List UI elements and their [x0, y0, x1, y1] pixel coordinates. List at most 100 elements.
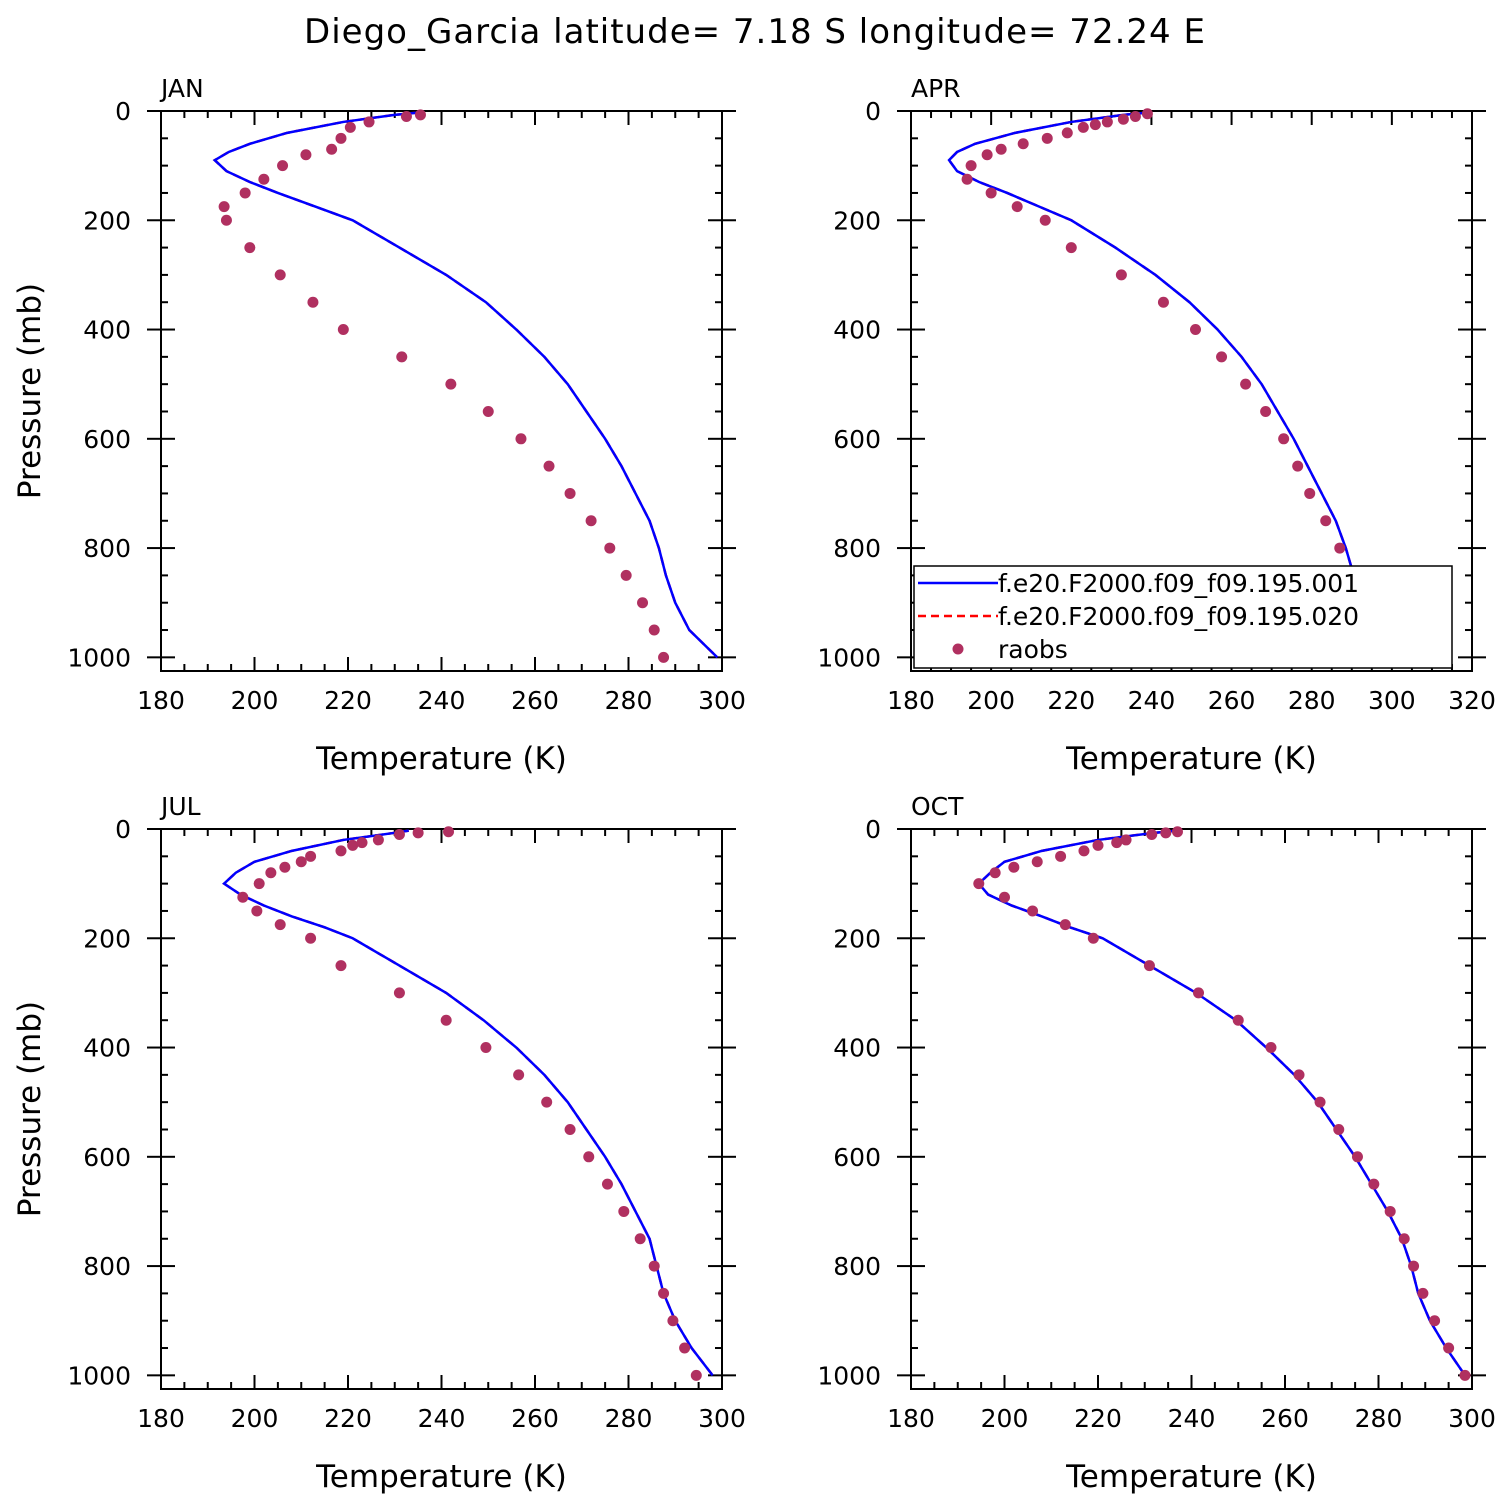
- y-tick-label: 200: [83, 206, 131, 235]
- raobs-point: [1429, 1315, 1441, 1327]
- x-tick-label: 240: [418, 686, 466, 715]
- x-tick-label: 300: [698, 686, 746, 715]
- raobs-point: [1129, 110, 1141, 122]
- raobs-point: [305, 850, 317, 862]
- raobs-point: [1292, 460, 1304, 472]
- x-tick-label: 240: [418, 1404, 466, 1433]
- raobs-point: [1171, 826, 1183, 838]
- y-tick-label: 1000: [817, 643, 881, 672]
- y-tick-label: 800: [83, 534, 131, 563]
- raobs-point: [1260, 405, 1272, 417]
- raobs-point: [440, 1014, 452, 1026]
- raobs-point: [1157, 296, 1169, 308]
- panel-title: JUL: [159, 792, 201, 821]
- raobs-point: [251, 905, 263, 917]
- raobs-point: [1101, 116, 1113, 128]
- raobs-point: [393, 987, 405, 999]
- y-tick-label: 0: [115, 815, 131, 844]
- raobs-point: [1143, 960, 1155, 972]
- plot-frame: [910, 828, 1473, 1390]
- raobs-point: [1011, 201, 1023, 213]
- raobs-point: [482, 405, 494, 417]
- raobs-point: [1351, 1151, 1363, 1163]
- raobs-point: [1193, 987, 1205, 999]
- raobs-point: [1408, 1260, 1420, 1272]
- y-tick-label: 1000: [67, 643, 131, 672]
- raobs-point: [515, 433, 527, 445]
- raobs-point: [1077, 121, 1089, 133]
- raobs-point: [1031, 856, 1043, 868]
- raobs-point: [620, 569, 632, 581]
- y-tick-label: 600: [83, 425, 131, 454]
- raobs-point: [305, 932, 317, 944]
- raobs-point: [1117, 113, 1129, 125]
- raobs-point: [1443, 1342, 1455, 1354]
- x-tick-label: 220: [324, 686, 372, 715]
- x-tick-label: 300: [1368, 686, 1416, 715]
- x-tick-label: 260: [1261, 1404, 1309, 1433]
- raobs-point: [585, 515, 597, 527]
- panel-jan: JAN 180 200 220 240 260 280 300 0 200 400 600 800 100…: [12, 74, 746, 777]
- raobs-point: [445, 378, 457, 390]
- x-tick-label: 260: [511, 1404, 559, 1433]
- raobs-point: [679, 1342, 691, 1354]
- raobs-point: [1265, 1042, 1277, 1054]
- raobs-point: [363, 116, 375, 128]
- raobs-point: [1065, 242, 1077, 254]
- panel-title: OCT: [911, 792, 964, 821]
- raobs-point: [1304, 487, 1316, 499]
- raobs-point: [1120, 834, 1132, 846]
- x-tick-label: 180: [887, 1404, 935, 1433]
- raobs-point: [396, 351, 408, 363]
- raobs-point: [1398, 1233, 1410, 1245]
- y-tick-label: 200: [833, 924, 881, 953]
- raobs-point: [1160, 827, 1172, 839]
- x-tick-label: 320: [1448, 686, 1496, 715]
- raobs-point: [1039, 214, 1051, 226]
- raobs-point: [658, 1287, 670, 1299]
- raobs-point: [218, 201, 230, 213]
- raobs-point: [604, 542, 616, 554]
- raobs-point: [1115, 269, 1127, 281]
- series-line-f.e20.F2000.f09_f09.195.001: [222, 829, 714, 1377]
- raobs-point: [372, 834, 384, 846]
- series-line-f.e20.F2000.f09_f09.195.020: [212, 111, 719, 659]
- raobs-point: [690, 1369, 702, 1381]
- raobs-point: [1384, 1205, 1396, 1217]
- figure-title: Diego_Garcia latitude= 7.18 S longitude=…: [304, 12, 1206, 52]
- raobs-point: [1027, 905, 1039, 917]
- raobs-point: [564, 487, 576, 499]
- x-tick-label: 200: [231, 686, 279, 715]
- raobs-point: [244, 242, 256, 254]
- raobs-point: [1293, 1069, 1305, 1081]
- x-tick-label: 180: [137, 1404, 185, 1433]
- raobs-point: [277, 160, 289, 172]
- raobs-point: [1278, 433, 1290, 445]
- x-tick-label: 220: [1074, 1404, 1122, 1433]
- raobs-point: [480, 1042, 492, 1054]
- raobs-point: [412, 827, 424, 839]
- raobs-point: [1320, 515, 1332, 527]
- x-tick-label: 300: [1448, 1404, 1496, 1433]
- legend: f.e20.F2000.f09_f09.195.001 f.e20.F2000.f…: [913, 565, 1453, 669]
- raobs-point: [1232, 1014, 1244, 1026]
- raobs-point: [295, 856, 307, 868]
- legend-label: f.e20.F2000.f09_f09.195.020: [998, 602, 1359, 631]
- y-tick-label: 800: [83, 1252, 131, 1281]
- y-tick-label: 0: [115, 97, 131, 126]
- x-tick-label: 300: [698, 1404, 746, 1433]
- x-axis-label: Temperature (K): [315, 1459, 567, 1495]
- x-tick-label: 200: [981, 1404, 1029, 1433]
- x-tick-label: 280: [605, 1404, 653, 1433]
- y-tick-label: 0: [865, 815, 881, 844]
- raobs-point: [344, 121, 356, 133]
- raobs-point: [973, 878, 985, 890]
- raobs-point: [1008, 861, 1020, 873]
- raobs-point: [1059, 919, 1071, 931]
- panel-apr: APR 180 200 220 240 260 280 300 320 0 200 400 600 800…: [817, 74, 1495, 777]
- y-tick-label: 600: [833, 1143, 881, 1172]
- y-tick-label: 1000: [67, 1361, 131, 1390]
- raobs-point: [1061, 127, 1073, 139]
- x-tick-label: 200: [967, 686, 1015, 715]
